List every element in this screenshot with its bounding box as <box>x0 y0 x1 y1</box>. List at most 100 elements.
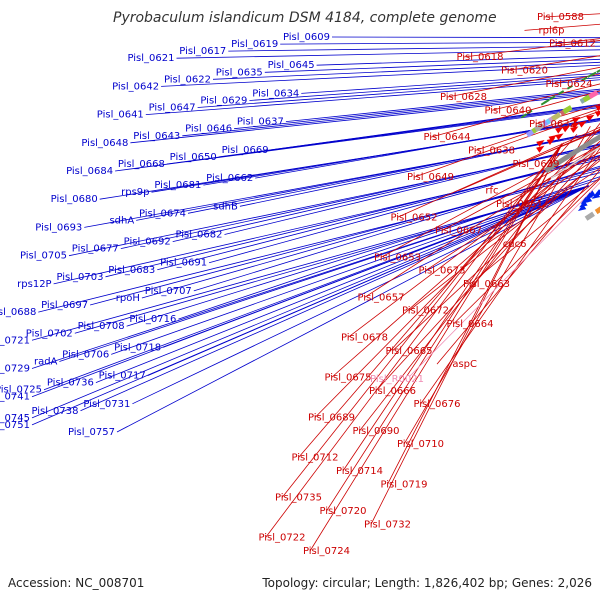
forward-leader-line <box>197 77 600 108</box>
forward-gene-label: Pisl_0674 <box>139 208 186 219</box>
forward-leader-line <box>99 120 600 200</box>
reverse-leader-line <box>458 129 600 191</box>
reverse-gene-label: Pisl_0690 <box>352 426 399 437</box>
rna-leader-line <box>409 181 600 377</box>
forward-leader-line <box>161 64 600 87</box>
forward-feature <box>587 190 596 198</box>
accession-text: Accession: NC_008701 <box>8 576 144 590</box>
forward-gene-label: Pisl_0684 <box>66 166 113 177</box>
forward-gene-label: Pisl_0634 <box>252 88 299 99</box>
reverse-leader-line <box>469 177 600 285</box>
reverse-feature <box>555 126 564 134</box>
forward-feature <box>577 204 587 212</box>
reverse-gene-label: Pisl_0644 <box>423 132 470 143</box>
reverse-leader-line <box>507 55 600 71</box>
forward-gene-label: Pisl_0702 <box>26 328 73 339</box>
forward-leader-line <box>331 36 600 39</box>
reverse-gene-label: Pisl_0675 <box>324 373 371 384</box>
reverse-gene-label: Pisl_0632 <box>529 119 576 130</box>
annotation-block <box>562 105 573 115</box>
reverse-leader-line <box>281 143 563 498</box>
forward-gene-label: Pisl_0637 <box>237 117 284 128</box>
forward-gene-label: Pisl_0688 <box>0 307 36 318</box>
forward-gene-label: Pisl_0717 <box>99 371 146 382</box>
forward-gene-label: Pisl_0731 <box>83 399 130 410</box>
reverse-gene-label: Pisl_0710 <box>397 439 444 450</box>
forward-gene-label: Pisl_0629 <box>200 96 247 107</box>
reverse-leader-line <box>392 157 600 352</box>
forward-gene-label: Pisl_0650 <box>170 152 217 163</box>
reverse-leader-line <box>387 143 563 485</box>
reverse-gene-label: Pisl_0689 <box>308 413 355 424</box>
forward-leader-line <box>89 169 600 306</box>
reverse-leader-line <box>265 143 563 538</box>
genome-summary-text: Topology: circular; Length: 1,826,402 bp… <box>261 576 592 590</box>
reverse-gene-label: Pisl_0624 <box>545 79 592 90</box>
reverse-feature <box>536 145 545 153</box>
annotation-block <box>588 90 599 99</box>
forward-gene-label: Pisl_0757 <box>68 427 115 438</box>
reverse-feature <box>594 110 600 117</box>
reverse-gene-label: Pisl_0724 <box>303 546 350 557</box>
reverse-gene-label: Pisl_0720 <box>319 506 366 517</box>
forward-leader-line <box>157 155 600 271</box>
reverse-gene-label: cdc6 <box>503 239 527 250</box>
forward-leader-line <box>166 105 600 165</box>
forward-feature <box>579 200 588 208</box>
forward-leader-line <box>224 143 600 235</box>
reverse-leader-line <box>436 169 600 365</box>
reverse-gene-label: Pisl_0722 <box>258 533 305 544</box>
label-leader-lines <box>31 13 600 552</box>
forward-leader-line <box>130 93 600 144</box>
reverse-gene-label: Pisl_0639 <box>512 159 559 170</box>
reverse-gene-label: Pisl_0665 <box>385 346 432 357</box>
reverse-leader-line <box>420 147 600 405</box>
forward-gene-label: Pisl_0707 <box>145 286 192 297</box>
forward-gene-label: sdhA <box>109 215 134 226</box>
forward-gene-label: Pisl_0738 <box>31 406 78 417</box>
reverse-leader-line <box>331 140 600 378</box>
forward-gene-label: Pisl_0619 <box>231 39 278 50</box>
forward-leader-line <box>176 49 600 59</box>
forward-leader-line <box>182 91 600 137</box>
forward-leader-line <box>212 61 600 80</box>
reverse-gene-label: Pisl_0612 <box>549 39 596 50</box>
reverse-feature <box>561 125 571 133</box>
reverse-feature <box>578 120 587 128</box>
reverse-feature <box>555 133 564 141</box>
reverse-leader-line <box>413 110 600 178</box>
gc-skew-mark <box>581 76 588 82</box>
forward-gene-label: Pisl_0621 <box>127 53 174 64</box>
forward-gene-label: Pisl_0683 <box>108 265 155 276</box>
annotation-block <box>534 122 545 132</box>
forward-gene-label: rps12P <box>17 279 51 290</box>
forward-gene-label: Pisl_0705 <box>20 251 67 262</box>
forward-gene-label: Pisl_0708 <box>78 321 125 332</box>
reverse-leader-line <box>463 40 600 58</box>
rna-gene-label: Pisl_R0021 <box>370 374 424 385</box>
reverse-gene-label: Pisl_0653 <box>374 252 421 263</box>
gc-skew-mark <box>549 95 556 101</box>
map-title: Pyrobaculum islandicum DSM 4184, complet… <box>113 10 497 26</box>
forward-leader-line <box>285 88 600 122</box>
annotation-block <box>584 211 595 221</box>
reverse-gene-label: Pisl_0638 <box>468 146 515 157</box>
forward-gene-label: Pisl_0718 <box>114 342 161 353</box>
forward-leader-line <box>74 185 590 334</box>
reverse-feature <box>570 126 579 134</box>
forward-leader-line <box>31 185 590 398</box>
reverse-leader-line <box>519 130 600 165</box>
reverse-leader-line <box>441 145 600 231</box>
forward-gene-label: Pisl_0668 <box>118 159 165 170</box>
reverse-gene-label: Pisl_0652 <box>390 212 437 223</box>
forward-leader-line <box>126 179 599 327</box>
forward-feature <box>596 187 600 195</box>
forward-leader-line <box>120 144 600 249</box>
forward-leader-line <box>172 143 600 242</box>
forward-gene-label: Pisl_0680 <box>51 194 98 205</box>
reverse-gene-label: Pisl_0657 <box>357 292 404 303</box>
reverse-feature <box>586 114 595 122</box>
forward-gene-label: Pisl_0693 <box>35 222 82 233</box>
forward-gene-label: Pisl_0642 <box>112 81 159 92</box>
